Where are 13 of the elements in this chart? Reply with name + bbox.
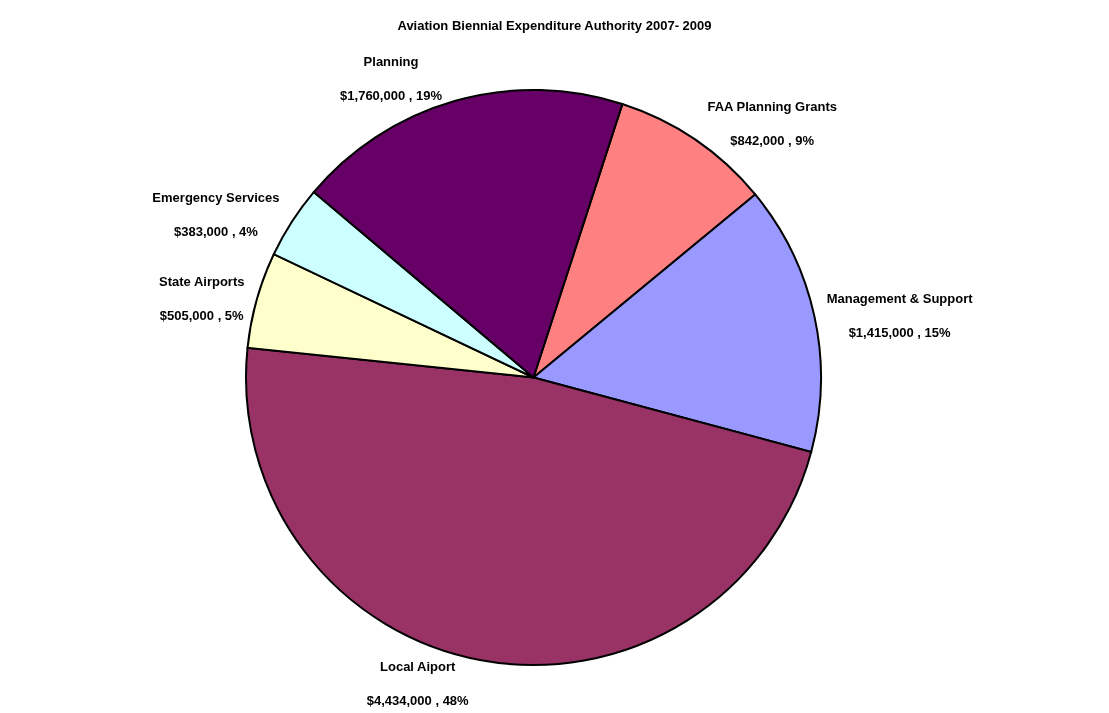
data-label: $505,000 , 5%: [159, 307, 245, 323]
data-label: $842,000 , 9%: [730, 132, 815, 148]
slice-label: FAA Planning Grants: [707, 98, 837, 114]
slice-label: Local Aiport: [380, 659, 457, 675]
data-label: $1,415,000 , 15%: [848, 324, 951, 340]
chart-title: Aviation Biennial Expenditure Authority 2007- 2009: [397, 18, 712, 34]
slice-label: State Airports: [158, 273, 245, 289]
slice-label: Management & Support: [826, 290, 974, 306]
data-label: $1,760,000 , 19%: [340, 87, 443, 103]
data-label: $383,000 , 4%: [174, 224, 259, 240]
slice-label: Planning: [363, 54, 419, 70]
data-label: $4,434,000 , 48%: [366, 693, 470, 709]
slice-label: Emergency Services: [152, 190, 280, 206]
